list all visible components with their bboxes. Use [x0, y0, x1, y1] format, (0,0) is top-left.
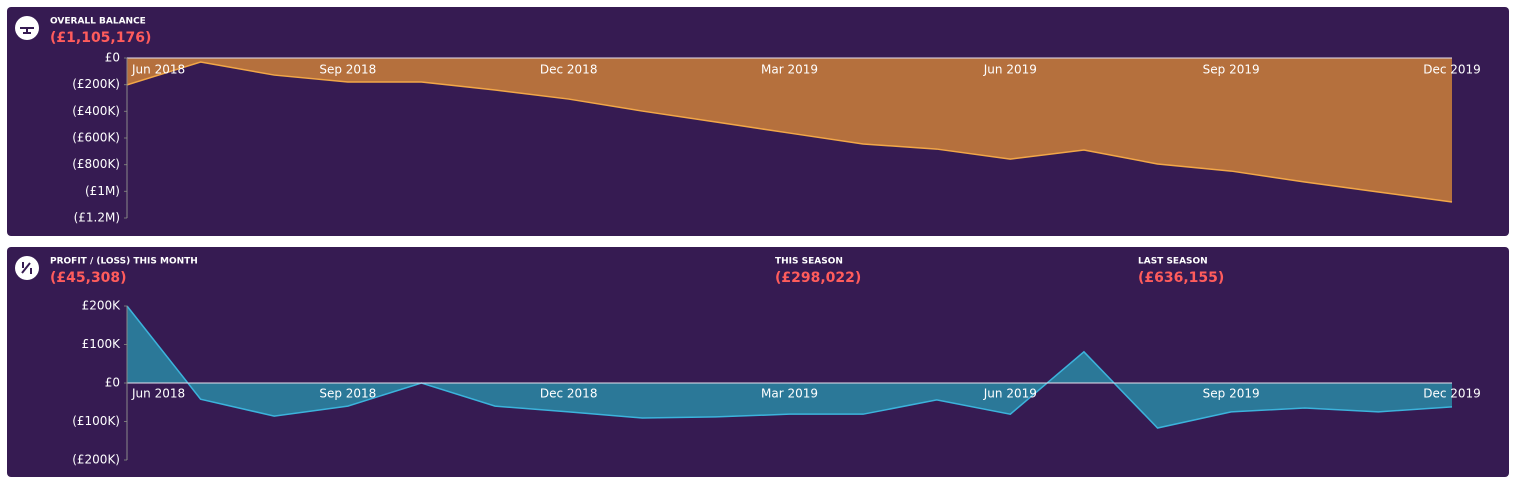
- x-tick-label: Mar 2019: [761, 387, 818, 401]
- y-tick-label: (£1.2M): [74, 211, 120, 225]
- x-tick-label: Sep 2018: [319, 63, 376, 77]
- y-tick-label: (£100K): [72, 414, 120, 428]
- panel-title: OVERALL BALANCE: [50, 17, 146, 27]
- x-tick-label: Dec 2019: [1423, 63, 1481, 77]
- x-tick-label: Sep 2019: [1203, 63, 1260, 77]
- area-line: [126, 61, 1453, 203]
- stat-value: (£298,022): [775, 270, 861, 286]
- area: [127, 306, 1452, 429]
- y-tick-label: (£600K): [72, 131, 120, 145]
- x-tick-label: Sep 2019: [1203, 387, 1260, 401]
- x-tick-label: Jun 2019: [983, 387, 1037, 401]
- profit-panel: [7, 247, 1509, 477]
- y-tick-label: £0: [105, 376, 120, 390]
- balance-icon-glyph: [20, 27, 34, 34]
- y-tick-label: (£1M): [85, 184, 120, 198]
- stat-value: (£636,155): [1138, 270, 1224, 286]
- y-tick-label: (£400K): [72, 104, 120, 118]
- x-tick-label: Dec 2018: [540, 387, 598, 401]
- x-tick-label: Dec 2019: [1423, 387, 1481, 401]
- x-tick-label: Jun 2019: [983, 63, 1037, 77]
- y-tick-label: £200K: [82, 299, 122, 313]
- y-tick-label: £100K: [82, 337, 122, 351]
- stat-label: THIS SEASON: [775, 257, 843, 267]
- y-tick-label: £0: [105, 51, 120, 65]
- profit-icon-glyph: [21, 262, 32, 274]
- y-tick-label: (£800K): [72, 157, 120, 171]
- panel-title: PROFIT / (LOSS) THIS MONTH: [50, 257, 198, 267]
- y-tick-label: (£200K): [72, 453, 120, 467]
- x-tick-label: Jun 2018: [131, 387, 185, 401]
- area-line: [126, 305, 1453, 429]
- x-tick-label: Dec 2018: [540, 63, 598, 77]
- headline-value: (£1,105,176): [50, 30, 151, 46]
- x-tick-label: Mar 2019: [761, 63, 818, 77]
- x-tick-label: Jun 2018: [131, 63, 185, 77]
- x-tick-label: Sep 2018: [319, 387, 376, 401]
- y-tick-label: (£200K): [72, 77, 120, 91]
- headline-value: (£45,308): [50, 270, 127, 286]
- area: [127, 58, 1452, 202]
- stat-label: LAST SEASON: [1138, 257, 1208, 267]
